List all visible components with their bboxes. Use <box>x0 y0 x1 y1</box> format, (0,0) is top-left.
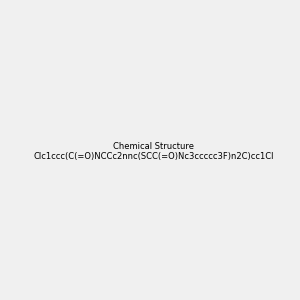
Text: Chemical Structure
Clc1ccc(C(=O)NCCc2nnc(SCC(=O)Nc3ccccc3F)n2C)cc1Cl: Chemical Structure Clc1ccc(C(=O)NCCc2nnc… <box>34 142 274 161</box>
